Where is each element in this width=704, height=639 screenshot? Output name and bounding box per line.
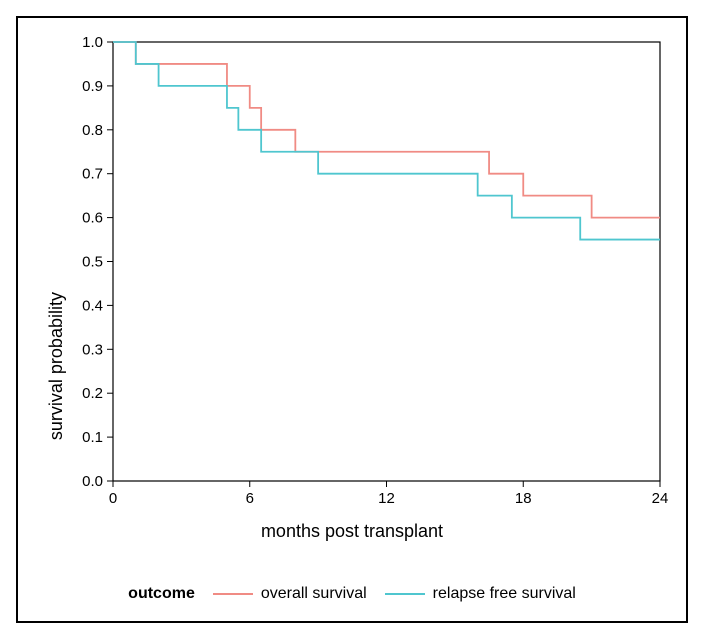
svg-text:18: 18 bbox=[515, 490, 532, 507]
svg-text:0.6: 0.6 bbox=[82, 210, 103, 227]
chart-frame: 0.0 0.1 0.2 0.3 0.4 0.5 0.6 0.7 0.8 0.9 1.0 0 6 12 18 2… bbox=[16, 16, 688, 623]
svg-text:12: 12 bbox=[378, 490, 395, 507]
legend-title: outcome bbox=[128, 585, 195, 603]
legend: outcome overall survival relapse free su… bbox=[18, 585, 686, 603]
svg-text:0.2: 0.2 bbox=[82, 385, 103, 402]
y-axis-label: survival probability bbox=[46, 292, 67, 440]
svg-text:0.9: 0.9 bbox=[82, 78, 103, 95]
legend-swatch-relapse-free bbox=[385, 593, 425, 595]
legend-label-overall: overall survival bbox=[261, 585, 367, 603]
legend-item-relapse-free: relapse free survival bbox=[385, 585, 576, 603]
x-axis-label: months post transplant bbox=[18, 521, 686, 542]
svg-text:24: 24 bbox=[652, 490, 669, 507]
legend-label-relapse-free: relapse free survival bbox=[433, 585, 576, 603]
svg-text:1.0: 1.0 bbox=[82, 34, 103, 51]
svg-text:0.8: 0.8 bbox=[82, 122, 103, 139]
svg-text:0.1: 0.1 bbox=[82, 429, 103, 446]
legend-item-overall: overall survival bbox=[213, 585, 367, 603]
svg-text:0.5: 0.5 bbox=[82, 254, 103, 271]
svg-text:0.4: 0.4 bbox=[82, 297, 103, 314]
svg-text:0.3: 0.3 bbox=[82, 341, 103, 358]
svg-text:0: 0 bbox=[109, 490, 117, 507]
svg-text:6: 6 bbox=[246, 490, 254, 507]
svg-text:0.0: 0.0 bbox=[82, 473, 103, 490]
svg-text:0.7: 0.7 bbox=[82, 166, 103, 183]
legend-swatch-overall bbox=[213, 593, 253, 595]
